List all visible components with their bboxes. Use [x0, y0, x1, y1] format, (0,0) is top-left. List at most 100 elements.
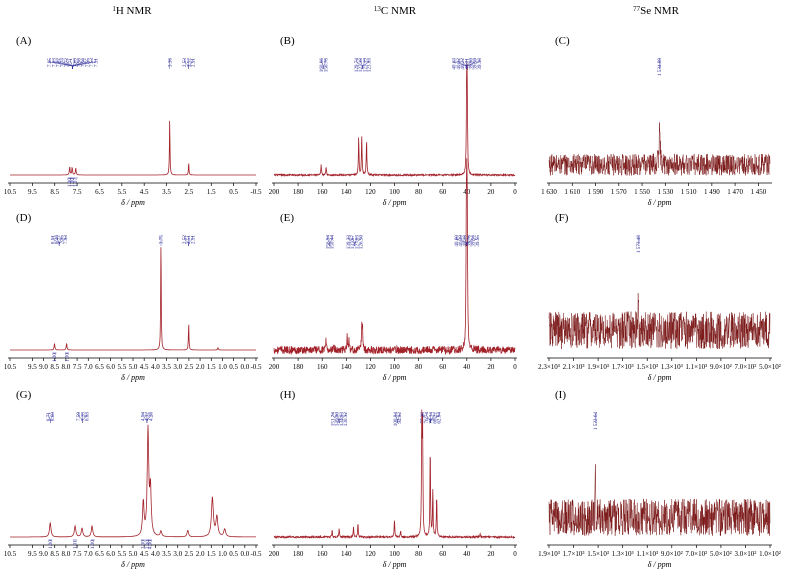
peak-label-A: 3.36: [167, 58, 173, 67]
peak-label-B: 39.59: [473, 58, 479, 70]
panel-G: (G)10.5 9.5 9.0 8.5 8.0 7.5 7.0 6.5 6.0 5.5 5.0 4.5…: [4, 389, 262, 569]
integral-label-A: 1.00: [70, 178, 76, 187]
peak-label-E: 39.76: [466, 235, 472, 247]
peak-label-A: 7.51: [93, 58, 99, 67]
tick-label-I: 7.0×10²: [685, 550, 707, 558]
peak-label-tie-G: [82, 413, 88, 423]
panel-label-D: (D): [16, 212, 32, 224]
peak-label-tie-B: [323, 59, 326, 69]
tick-label-H: 160: [317, 550, 328, 558]
header-13c-prefix: 13: [374, 5, 382, 13]
panel-label-H: (H): [280, 389, 296, 401]
peak-label-A: 7.83: [51, 58, 57, 67]
tick-label-E: 120: [365, 363, 376, 371]
tick-label-A: 4.5: [140, 188, 149, 196]
peak-label-E: 156.94: [325, 235, 331, 250]
header-77se-rest: Se NMR: [640, 5, 679, 17]
header-1h-rest: H NMR: [116, 5, 152, 17]
tick-label-E: 160: [317, 363, 328, 371]
peak-label-D: 8.49: [55, 235, 61, 244]
tick-label-G: -0.5: [250, 550, 262, 558]
peak-label-H: 77.38: [420, 412, 426, 424]
tick-label-G: 10.5: [4, 550, 17, 558]
peak-label-B: 127.18: [358, 58, 364, 73]
peak-label-B: 160.86: [319, 58, 325, 73]
tick-label-E: 60: [439, 363, 447, 371]
tick-label-B: 140: [341, 188, 352, 196]
tick-label-G: 0.5: [229, 550, 238, 558]
tick-label-G: 5.5: [117, 550, 126, 558]
tick-label-F: 1.9×10³: [587, 363, 609, 371]
panel-F: (F)2.3×10³ 2.1×10³ 1.9×10³ 1.7×10³ 1.5×10³ 1.…: [538, 212, 781, 382]
peak-label-H: 134.03: [339, 412, 345, 427]
peak-label-I: 1 522.64: [593, 412, 599, 431]
peak-label-E: 40.39: [458, 235, 464, 247]
peak-label-B: 129.74: [354, 58, 360, 73]
tick-label-I: 1.7×10³: [563, 550, 585, 558]
peak-label-tie-G: [146, 413, 152, 423]
axis-label-D: δ / ppm: [121, 373, 145, 382]
tick-label-C: 1 590: [588, 188, 604, 196]
tick-label-F: 1.7×10³: [612, 363, 634, 371]
panel-label-F: (F): [555, 212, 569, 224]
spectrum-line-C: [548, 122, 771, 176]
peak-label-D: 2.52: [182, 235, 188, 244]
peak-label-G: 7.28: [80, 412, 86, 421]
peak-label-H: 76.74: [424, 412, 430, 424]
tick-label-D: 8.0: [62, 363, 71, 371]
integral-label-A: 1.07: [73, 178, 79, 187]
header-13c-rest: C NMR: [381, 5, 417, 17]
peak-label-A: 7.73: [60, 58, 66, 67]
peak-label-D: 7.93: [63, 235, 69, 244]
tick-label-B: 200: [269, 188, 280, 196]
axis-label-B: δ / ppm: [383, 198, 407, 207]
tick-label-D: 4.0: [151, 363, 160, 371]
peak-label-B: 40.01: [464, 58, 470, 70]
peak-label-D: 8.51: [51, 235, 57, 244]
tick-label-G: 5.0: [129, 550, 138, 558]
panel-H: (H)200 180 160 140 120 100 80 60 40 20 0δ / ppm151…: [269, 389, 518, 569]
tick-label-D: 5.5: [117, 363, 126, 371]
tick-label-H: 120: [365, 550, 376, 558]
peak-label-tie-E: [354, 236, 362, 246]
tick-label-A: -0.5: [250, 188, 262, 196]
tick-label-C: 1 550: [634, 188, 650, 196]
peak-label-A: 7.58: [77, 58, 83, 67]
axis-label-A: δ / ppm: [121, 198, 145, 207]
tick-label-A: 7.5: [73, 188, 82, 196]
peak-label-tie-B: [466, 59, 480, 69]
peak-label-B: 40.42: [456, 58, 462, 70]
peak-label-B: 156.78: [323, 58, 329, 73]
tick-label-H: 140: [341, 550, 352, 558]
spectrum-line-D: [10, 247, 256, 351]
tick-label-D: 9.5: [28, 363, 37, 371]
panel-D: (D) 10.5 9.5 9.0 8.5 8.0 7.5 7.0 6.5 6.0 5.5 5.0 4.5…: [4, 212, 262, 382]
tick-label-E: 20: [487, 363, 495, 371]
axis-label-I: δ / ppm: [648, 560, 672, 569]
tick-label-I: 9.0×10²: [661, 550, 683, 558]
tick-label-G: 1.5: [207, 550, 216, 558]
tick-label-D: 0.0: [240, 363, 249, 371]
peak-label-D: 2.51: [190, 235, 196, 244]
peak-label-E: 40.18: [462, 235, 468, 247]
tick-label-D: 5.0: [129, 363, 138, 371]
tick-label-I: 5.0×10²: [710, 550, 732, 558]
peak-label-tie-E: [329, 236, 333, 246]
peak-label-tie-B: [362, 59, 370, 69]
tick-label-G: 4.0: [151, 550, 160, 558]
axis-label-E: δ / ppm: [383, 373, 407, 382]
tick-label-H: 100: [389, 550, 400, 558]
peak-label-C: 1 534.89: [657, 58, 663, 77]
tick-label-G: 7.0: [84, 550, 93, 558]
peak-label-G: 8.69: [50, 412, 56, 421]
tick-label-E: 40: [463, 363, 471, 371]
spectrum-line-A: [10, 120, 256, 176]
peak-label-G: 8.71: [46, 412, 52, 421]
peak-label-E: 139.33: [346, 235, 352, 250]
tick-label-F: 2.3×10³: [538, 363, 560, 371]
tick-label-F: 5.0×10²: [759, 363, 781, 371]
tick-label-B: 100: [389, 188, 400, 196]
spectrum-line-E: [273, 158, 516, 356]
tick-label-D: 2.0: [196, 363, 205, 371]
tick-label-B: 80: [415, 188, 423, 196]
